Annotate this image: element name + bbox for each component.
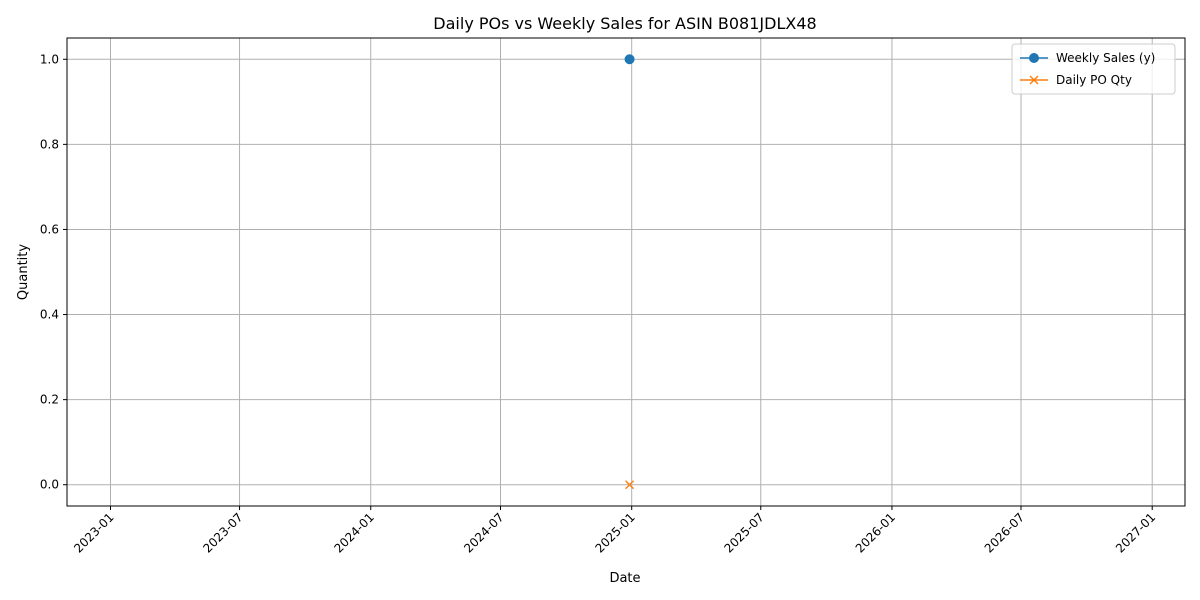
x-axis-label: Date: [609, 571, 640, 586]
chart-title: Daily POs vs Weekly Sales for ASIN B081J…: [433, 14, 816, 33]
legend-item: Weekly Sales (y): [1020, 51, 1155, 65]
series-0: [624, 54, 635, 65]
y-tick-label: 0.4: [40, 308, 59, 322]
series-1: [625, 480, 635, 490]
data-point-stroke: [625, 480, 635, 490]
plot-frame: [66, 37, 1186, 507]
y-axis-label: Quantity: [16, 244, 31, 300]
y-tick-label: 0.8: [40, 137, 59, 151]
data-point: [625, 480, 635, 490]
y-tick-label: 1.0: [40, 52, 59, 66]
legend-label: Weekly Sales (y): [1056, 51, 1155, 65]
y-tick-label: 0.0: [40, 478, 59, 492]
y-axis-ticks: 0.0 0.2 0.4 0.6 0.8 1.0: [40, 52, 67, 492]
legend-marker: [1029, 53, 1039, 63]
legend-item: Daily PO Qty: [1020, 73, 1132, 87]
legend: Weekly Sales (y) Daily PO Qty: [1011, 43, 1176, 95]
legend-marker: [1029, 75, 1039, 85]
y-tick-label: 0.2: [40, 393, 59, 407]
legend-marker-stroke: [1029, 75, 1039, 85]
data-marks: [624, 54, 635, 490]
data-point: [624, 54, 635, 65]
legend-label: Daily PO Qty: [1056, 73, 1132, 87]
legend-box: [1011, 43, 1176, 95]
y-tick-label: 0.6: [40, 222, 59, 236]
